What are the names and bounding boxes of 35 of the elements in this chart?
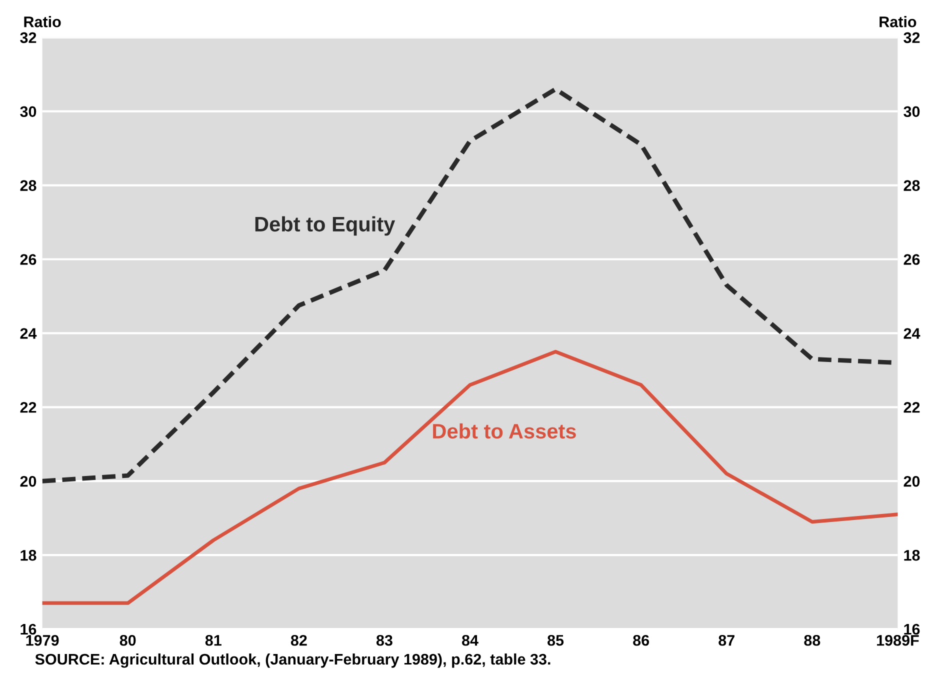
x-tick-label: 82: [290, 634, 307, 646]
series-label: Debt to Assets: [433, 423, 576, 439]
y2-tick-label: 32: [904, 32, 920, 44]
y2-tick-label: 22: [904, 402, 920, 413]
y2-tick-label: 18: [904, 550, 920, 561]
x-tick-label: 80: [120, 634, 136, 646]
y-tick-label: 28: [20, 180, 36, 191]
y-tick-label: 16: [20, 624, 36, 635]
y-tick-label: 22: [20, 402, 36, 413]
y2-tick-label: 16: [904, 624, 920, 635]
x-tick-label: 83: [376, 634, 392, 646]
y2-tick-label: 26: [904, 254, 920, 265]
line-series: [42, 350, 898, 605]
y-tick-label: 32: [20, 32, 36, 44]
source-note: SOURCE: Agricultural Outlook, (January-February 1989), p.62, table 33.: [35, 653, 550, 668]
x-tick-label: 85: [548, 634, 564, 646]
x-tick-label: 1989F: [877, 634, 919, 646]
y2-axis-title: Ratio: [880, 16, 916, 28]
y-tick-label: 24: [20, 328, 37, 339]
y2-tick-label: 28: [904, 180, 920, 191]
y-tick-label: 18: [20, 550, 36, 561]
y-axis-title: Ratio: [24, 16, 61, 28]
series-label: Debt to Equity: [255, 216, 396, 236]
y-tick-label: 20: [20, 476, 36, 487]
x-tick-label: 1979: [26, 634, 59, 646]
y2-tick-label: 20: [904, 476, 920, 487]
x-tick-label: 88: [804, 634, 820, 646]
y-tick-label: 26: [20, 254, 36, 265]
y-tick-label: 30: [20, 106, 36, 118]
x-tick-label: 81: [205, 634, 222, 646]
y2-tick-label: 24: [904, 328, 920, 339]
x-tick-label: 86: [633, 634, 650, 646]
x-tick-label: 84: [462, 634, 478, 646]
x-tick-label: 87: [718, 634, 734, 646]
y2-tick-label: 30: [904, 106, 920, 118]
